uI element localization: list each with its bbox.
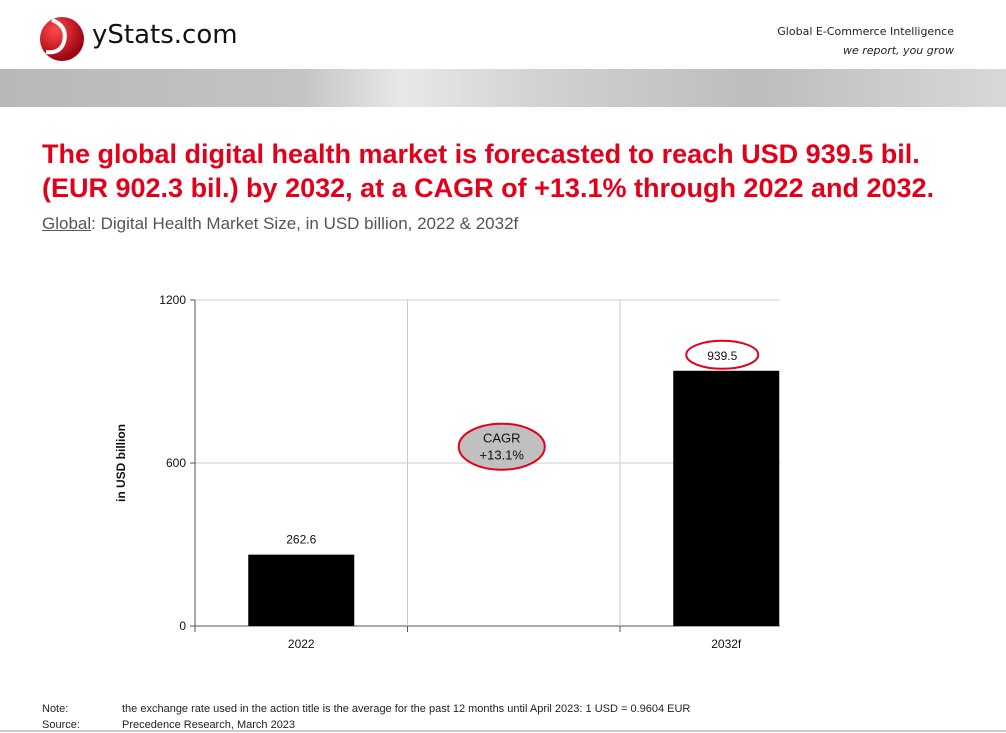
source-label: Source: xyxy=(42,719,80,731)
bar xyxy=(673,370,780,626)
y-axis-label: in USD billion xyxy=(114,424,128,502)
note-label: Note: xyxy=(42,703,69,715)
cagr-label: CAGR xyxy=(483,431,521,446)
value-highlight-ellipse xyxy=(685,339,760,370)
slogan: we report, you grow xyxy=(842,44,954,57)
y-tick-label: 600 xyxy=(166,456,186,470)
y-tick-label: 1200 xyxy=(159,293,186,307)
x-tick-label: 2022 xyxy=(288,637,315,651)
y-tick-label: 0 xyxy=(179,619,186,633)
tagline: Global E-Commerce Intelligence we report… xyxy=(777,22,954,60)
subtitle-region: Global xyxy=(42,214,92,233)
slide-title: The global digital health market is fore… xyxy=(42,139,935,203)
notes: Note: the exchange rate used in the actio… xyxy=(42,701,690,733)
tagline-text: Global E-Commerce Intelligence xyxy=(777,25,954,38)
footer-divider xyxy=(0,730,1006,732)
chart-subtitle: Global: Digital Health Market Size, in U… xyxy=(42,214,518,234)
header-banner xyxy=(0,69,1006,107)
bar-chart: 0 600 1200 in USD billion 2022 262.6 2032f 939.… xyxy=(114,293,780,651)
cagr-ellipse xyxy=(457,422,546,471)
x-tick-label: 2032f xyxy=(711,637,742,651)
logo-text: yStats.com xyxy=(92,20,238,50)
source-text: Precedence Research, March 2023 xyxy=(122,719,296,731)
data-label: 939.5 xyxy=(707,349,737,363)
data-label: 262.6 xyxy=(286,533,316,547)
note-text: the exchange rate used in the action tit… xyxy=(122,703,691,715)
cagr-value: +13.1% xyxy=(480,448,525,463)
subtitle-text: : Digital Health Market Size, in USD bil… xyxy=(91,214,519,233)
bar xyxy=(248,554,355,626)
ystats-logo-icon xyxy=(40,17,84,61)
